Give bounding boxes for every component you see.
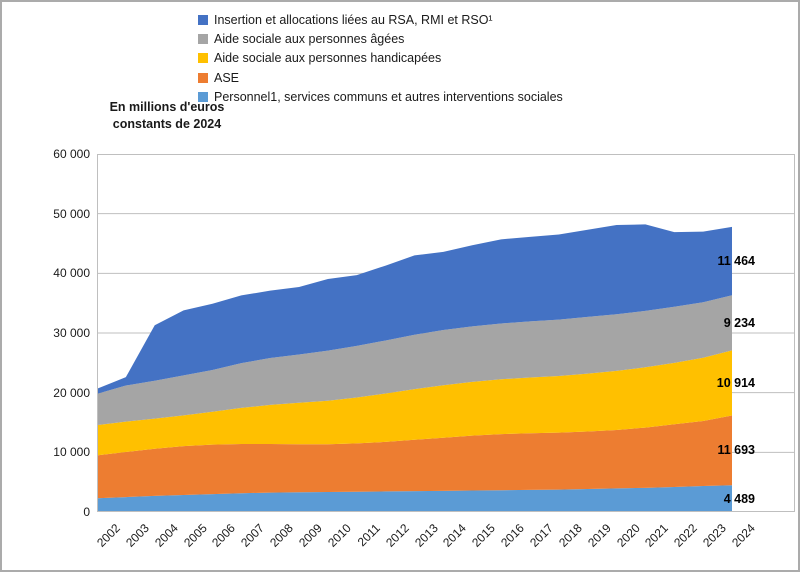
y-tick-label: 50 000 bbox=[53, 206, 90, 221]
legend-swatch-icon bbox=[198, 91, 208, 102]
y-tick-label: 30 000 bbox=[53, 326, 90, 340]
area-series bbox=[97, 485, 732, 512]
y-tick-label: 60 000 bbox=[53, 147, 90, 161]
legend-item: Aide sociale aux personnes âgées bbox=[198, 29, 563, 48]
legend-item: Personnel1, services communs et autres i… bbox=[198, 87, 563, 106]
stacked-area-svg bbox=[97, 154, 795, 512]
area-series bbox=[97, 350, 732, 456]
series-end-label: 4 489 bbox=[723, 491, 755, 506]
legend-label: Aide sociale aux personnes âgées bbox=[214, 31, 405, 46]
legend-swatch-icon bbox=[198, 14, 208, 25]
series-end-label: 11 464 bbox=[717, 254, 755, 269]
area-series bbox=[97, 415, 732, 499]
axis-title-line-1: En millions d'euros bbox=[109, 100, 225, 114]
legend-item: ASE bbox=[198, 68, 563, 87]
area-series bbox=[97, 224, 732, 394]
axis-title-line-2: constants de 2024 bbox=[112, 117, 222, 131]
y-tick-label: 10 000 bbox=[53, 445, 90, 460]
y-tick-label: 20 000 bbox=[53, 385, 90, 400]
legend-swatch-icon bbox=[198, 53, 208, 64]
legend-swatch-icon bbox=[198, 72, 208, 83]
legend-label: Personnel1, services communs et autres i… bbox=[214, 89, 563, 104]
axis-title: En millions d'euros constants de 2024 bbox=[82, 99, 252, 133]
legend: Insertion et allocations liées au RSA, R… bbox=[198, 10, 563, 106]
y-tick-label: 40 000 bbox=[53, 266, 90, 281]
y-tick-label: 0 bbox=[83, 505, 90, 519]
legend-label: ASE bbox=[214, 70, 240, 85]
legend-swatch-icon bbox=[198, 33, 208, 44]
series-end-label: 11 693 bbox=[717, 443, 755, 458]
series-end-label: 10 914 bbox=[716, 375, 755, 390]
legend-label: Insertion et allocations liées au RSA, R… bbox=[214, 12, 493, 27]
plot-area bbox=[97, 154, 795, 512]
legend-item: Aide sociale aux personnes handicapées bbox=[198, 49, 563, 68]
legend-label: Aide sociale aux personnes handicapées bbox=[214, 51, 442, 66]
area-series bbox=[97, 295, 732, 426]
legend-item: Insertion et allocations liées au RSA, R… bbox=[198, 10, 563, 29]
series-end-label: 9 234 bbox=[723, 315, 755, 330]
